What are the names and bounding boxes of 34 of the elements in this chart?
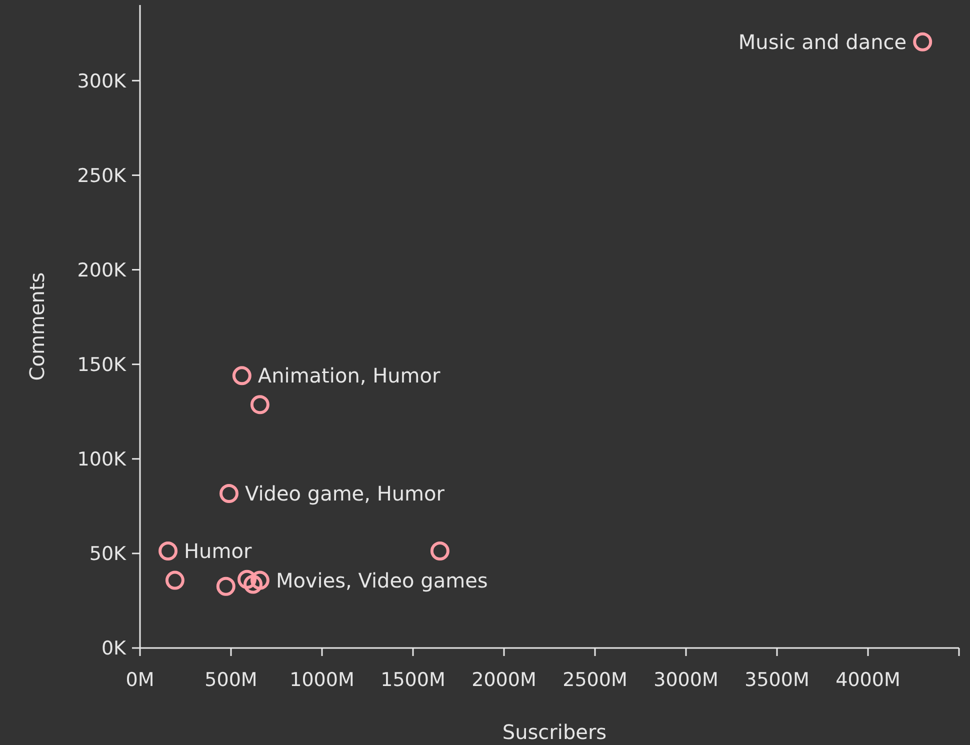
point bbox=[216, 576, 236, 596]
annotation: Humor bbox=[184, 538, 252, 563]
y-tick-label: 150K bbox=[77, 354, 127, 376]
annotation: Video game, Humor bbox=[245, 481, 446, 506]
point bbox=[913, 32, 932, 52]
x-tick-label: 1500M bbox=[380, 669, 446, 691]
y-tick-label: 50K bbox=[89, 543, 127, 566]
x-tick-label: 1000M bbox=[290, 669, 354, 691]
annotation: Movies, Video games bbox=[276, 568, 488, 592]
y-tick-label: 200K bbox=[77, 259, 127, 282]
y-axis-title: Comments bbox=[25, 272, 49, 381]
x-tick-label: 3500M bbox=[744, 669, 810, 691]
point bbox=[250, 570, 270, 590]
y-tick-label: 250K bbox=[77, 164, 127, 187]
y-tick-label: 300K bbox=[77, 70, 127, 92]
annotation: Music and dance bbox=[738, 30, 907, 54]
point bbox=[220, 484, 238, 503]
point bbox=[244, 574, 263, 594]
point bbox=[232, 366, 252, 386]
x-tick-label: 2000M bbox=[472, 669, 536, 691]
x-tick-label: 500M bbox=[204, 669, 258, 691]
point bbox=[430, 541, 450, 560]
point bbox=[165, 570, 184, 590]
x-tick-label: 4000M bbox=[836, 669, 900, 691]
point bbox=[158, 541, 178, 560]
point bbox=[250, 395, 270, 414]
y-tick-label: 100K bbox=[77, 448, 127, 471]
x-tick-label: 0M bbox=[126, 669, 154, 691]
annotation: Animation, Humor bbox=[258, 364, 442, 388]
x-tick-label: 2500M bbox=[562, 669, 628, 691]
y-tick-label: 0K bbox=[101, 638, 127, 660]
x-tick-label: 3000M bbox=[654, 669, 718, 691]
point bbox=[238, 570, 257, 589]
x-axis-title: Suscribers bbox=[502, 720, 607, 744]
